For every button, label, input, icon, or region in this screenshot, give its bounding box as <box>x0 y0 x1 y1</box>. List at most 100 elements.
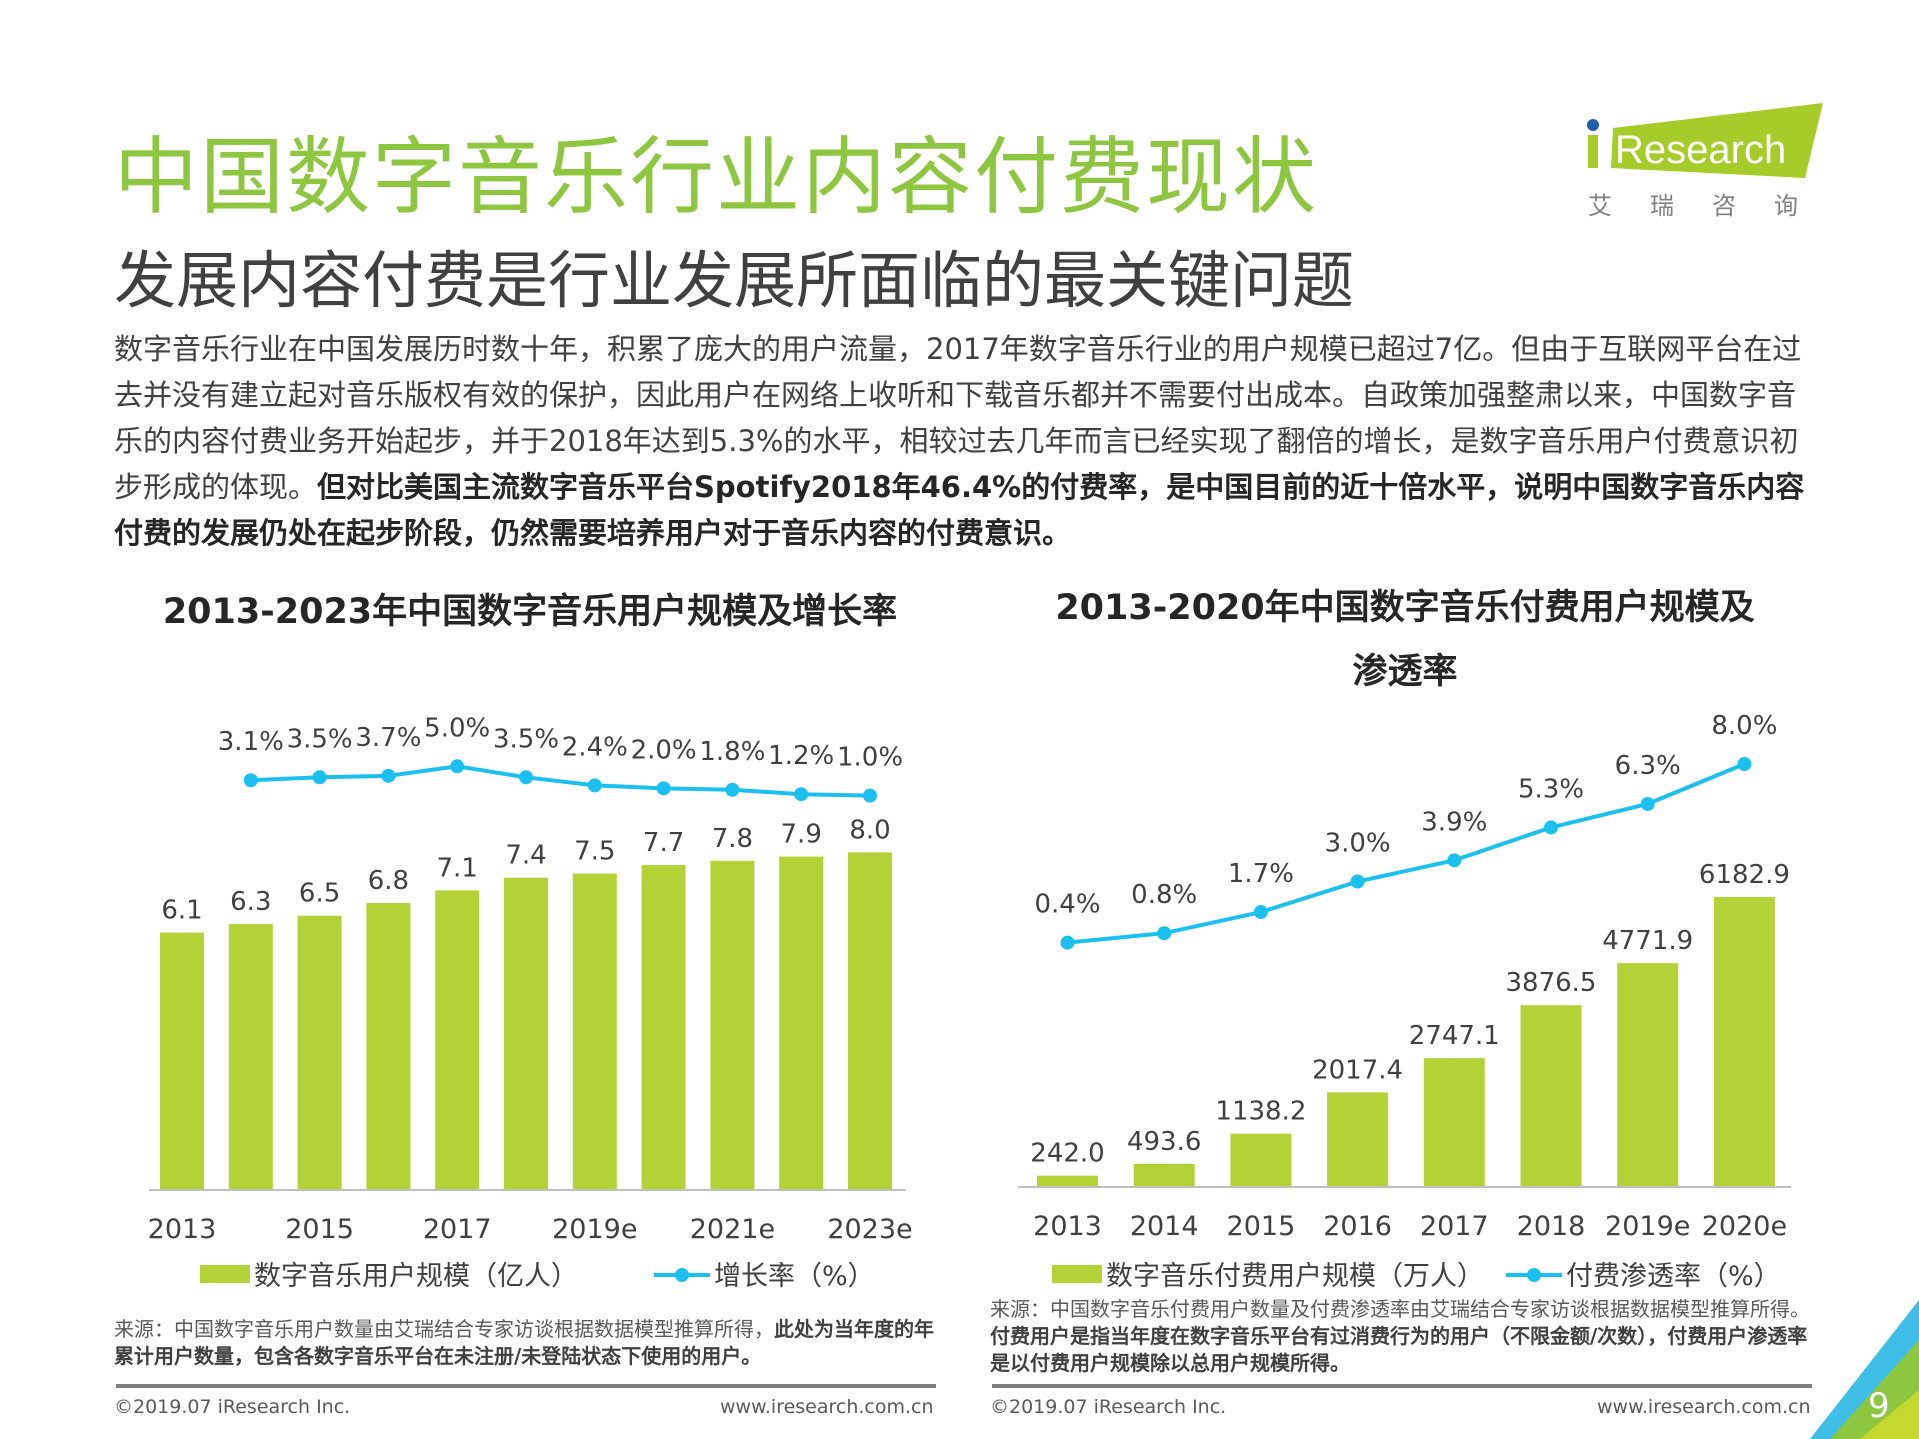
bar <box>1423 1058 1485 1187</box>
line-label: 3.1% <box>218 727 284 757</box>
line-point <box>1157 926 1172 941</box>
x-tick-label: 2017 <box>423 1214 492 1245</box>
legend-bar-label: 数字音乐付费用户规模（万人） <box>1106 1261 1484 1292</box>
line-label: 8.0% <box>1711 711 1777 741</box>
line-point <box>725 782 740 797</box>
bar <box>1520 1005 1582 1187</box>
bar-label: 6.5 <box>299 879 340 909</box>
footer-divider-left <box>116 1384 936 1388</box>
line-point <box>794 787 809 802</box>
right-chart-title: 2013-2020年中国数字音乐付费用户规模及渗透率 <box>1055 588 1755 692</box>
bar <box>366 903 411 1190</box>
source-bold: 此处为当年度的年累计用户数量，包含各数字音乐平台在未注册/未登陆状态下使用的用户… <box>114 1317 934 1368</box>
line-point <box>1544 820 1558 835</box>
bar <box>1037 1175 1098 1187</box>
bar-label: 6182.9 <box>1699 860 1790 890</box>
left-source-note: 来源：中国数字音乐用户数量由艾瑞结合专家访谈根据数据模型推算所得，此处为当年度的… <box>114 1316 934 1370</box>
line-label: 3.5% <box>493 724 559 754</box>
bar <box>572 873 617 1190</box>
page-title: 中国数字音乐行业内容付费现状 <box>114 128 1319 226</box>
bar <box>779 856 824 1190</box>
bar-label: 4771.9 <box>1602 926 1693 956</box>
bar-label: 7.9 <box>781 820 822 850</box>
iresearch-logo: Research <box>1587 103 1823 178</box>
line-point <box>312 770 327 785</box>
bar <box>228 924 273 1190</box>
legend-bar-swatch <box>1052 1265 1102 1283</box>
paragraph-normal: 数字音乐行业在中国发展历时数十年，积累了庞大的用户流量，2017年数字音乐行业的… <box>114 332 1802 504</box>
line-label: 0.8% <box>1131 880 1197 910</box>
bar <box>1133 1163 1195 1187</box>
line-label: 2.0% <box>631 735 697 765</box>
bar <box>1327 1092 1389 1187</box>
bar-label: 7.7 <box>643 828 684 858</box>
line-label: 6.3% <box>1615 751 1681 781</box>
svg-text:Research: Research <box>1615 128 1786 172</box>
x-tick-label: 2021e <box>690 1214 775 1245</box>
line-label: 3.7% <box>355 723 421 753</box>
page-number: 9 <box>1868 1386 1890 1426</box>
line-point <box>863 788 877 803</box>
bar-label: 3876.5 <box>1506 968 1597 998</box>
x-tick-label: 2019e <box>552 1214 637 1245</box>
line-label: 0.4% <box>1034 890 1100 920</box>
footer-url-right[interactable]: www.iresearch.com.cn <box>1597 1396 1811 1418</box>
bar <box>641 865 686 1190</box>
x-tick-label: 2018 <box>1517 1211 1586 1242</box>
footer-url-left[interactable]: www.iresearch.com.cn <box>720 1396 934 1418</box>
legend-line-marker <box>675 1268 689 1282</box>
line-point <box>587 778 602 793</box>
legend-bar-swatch <box>200 1265 250 1283</box>
logo-chinese: 艾瑞咨询 <box>1588 192 1836 220</box>
bar <box>297 915 342 1190</box>
bar-label: 7.8 <box>712 824 753 854</box>
x-tick-label: 2013 <box>148 1214 217 1245</box>
bar-label: 6.1 <box>161 896 202 926</box>
x-tick-label: 2015 <box>1227 1211 1296 1242</box>
line-label: 5.3% <box>1518 774 1584 804</box>
corner-decoration <box>1810 1300 1919 1439</box>
bar-label: 6.3 <box>230 887 271 917</box>
line-point <box>519 770 533 785</box>
source-normal: 来源：中国数字音乐用户数量由艾瑞结合专家访谈根据数据模型推算所得， <box>114 1317 774 1341</box>
footer-copyright-left: ©2019.07 iResearch Inc. <box>114 1396 351 1418</box>
x-tick-label: 2013 <box>1033 1211 1102 1242</box>
bar-label: 2017.4 <box>1312 1055 1403 1085</box>
bar <box>435 890 480 1190</box>
bar <box>1617 963 1679 1187</box>
line-point <box>1060 935 1075 950</box>
paragraph-bold: 但对比美国主流数字音乐平台Spotify2018年46.4%的付费率，是中国目前… <box>114 470 1805 550</box>
bar <box>1230 1133 1292 1187</box>
right-source-note: 来源：中国数字音乐付费用户数量及付费渗透率由艾瑞结合专家访谈根据数据模型推算所得… <box>990 1296 1810 1377</box>
x-tick-label: 2017 <box>1420 1211 1489 1242</box>
bar <box>1713 897 1775 1187</box>
bar-label: 8.0 <box>849 815 890 845</box>
line-point <box>1350 874 1365 889</box>
footer-copyright-right: ©2019.07 iResearch Inc. <box>990 1396 1227 1418</box>
x-tick-label: 2020e <box>1702 1211 1787 1242</box>
source-bold: 付费用户是指当年度在数字音乐平台有过消费行为的用户（不限金额/次数），付费用户渗… <box>990 1324 1808 1375</box>
line-label: 3.5% <box>287 724 353 754</box>
line-point <box>1640 796 1655 811</box>
x-tick-label: 2015 <box>285 1214 354 1245</box>
line-point <box>1737 757 1752 771</box>
bar-label: 242.0 <box>1030 1139 1104 1169</box>
bar <box>504 877 548 1190</box>
line-point <box>243 773 258 788</box>
bar <box>160 932 204 1190</box>
line-point <box>656 781 671 796</box>
line-label: 5.0% <box>424 713 490 743</box>
left-chart-title: 2013-2023年中国数字音乐用户规模及增长率 <box>162 592 898 632</box>
bar-label: 7.5 <box>574 837 615 867</box>
line-series <box>250 764 871 798</box>
legend-bar-label: 数字音乐用户规模（亿人） <box>254 1261 578 1292</box>
line-label: 1.7% <box>1228 859 1294 889</box>
line-point <box>1447 853 1462 868</box>
legend-line-label: 付费渗透率（%） <box>1566 1261 1781 1292</box>
x-tick-label: 2016 <box>1323 1211 1392 1242</box>
line-series <box>1067 762 1746 945</box>
bar-label: 493.6 <box>1127 1127 1201 1157</box>
line-point <box>450 759 465 774</box>
footer-divider-right <box>992 1384 1812 1388</box>
